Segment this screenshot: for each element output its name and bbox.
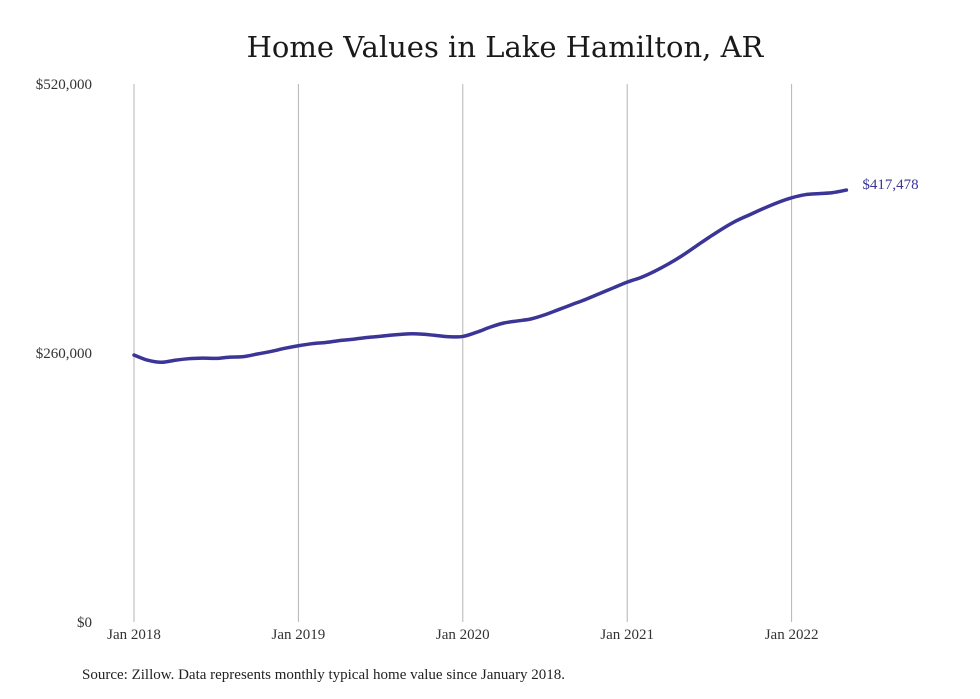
- x-tick-label: Jan 2020: [436, 627, 490, 643]
- x-tick-label: Jan 2019: [272, 627, 326, 643]
- grid-lines: [133, 84, 793, 622]
- x-tick-label: Jan 2018: [107, 627, 161, 643]
- y-tick-label: $0: [77, 615, 92, 631]
- source-note: Source: Zillow. Data represents monthly …: [82, 667, 566, 683]
- series-line-home-values: [132, 188, 849, 365]
- x-tick-label: Jan 2022: [765, 627, 819, 643]
- chart-title: Home Values in Lake Hamilton, AR: [246, 30, 764, 64]
- end-value-label: $417,478: [862, 177, 918, 193]
- x-tick-label: Jan 2021: [600, 627, 654, 643]
- y-axis-ticks: $0 $260,000 $520,000: [36, 77, 92, 631]
- y-tick-label: $260,000: [36, 346, 92, 362]
- x-axis-ticks: Jan 2018 Jan 2019 Jan 2020 Jan 2021 Jan 2022: [107, 627, 818, 643]
- y-tick-label: $520,000: [36, 77, 92, 93]
